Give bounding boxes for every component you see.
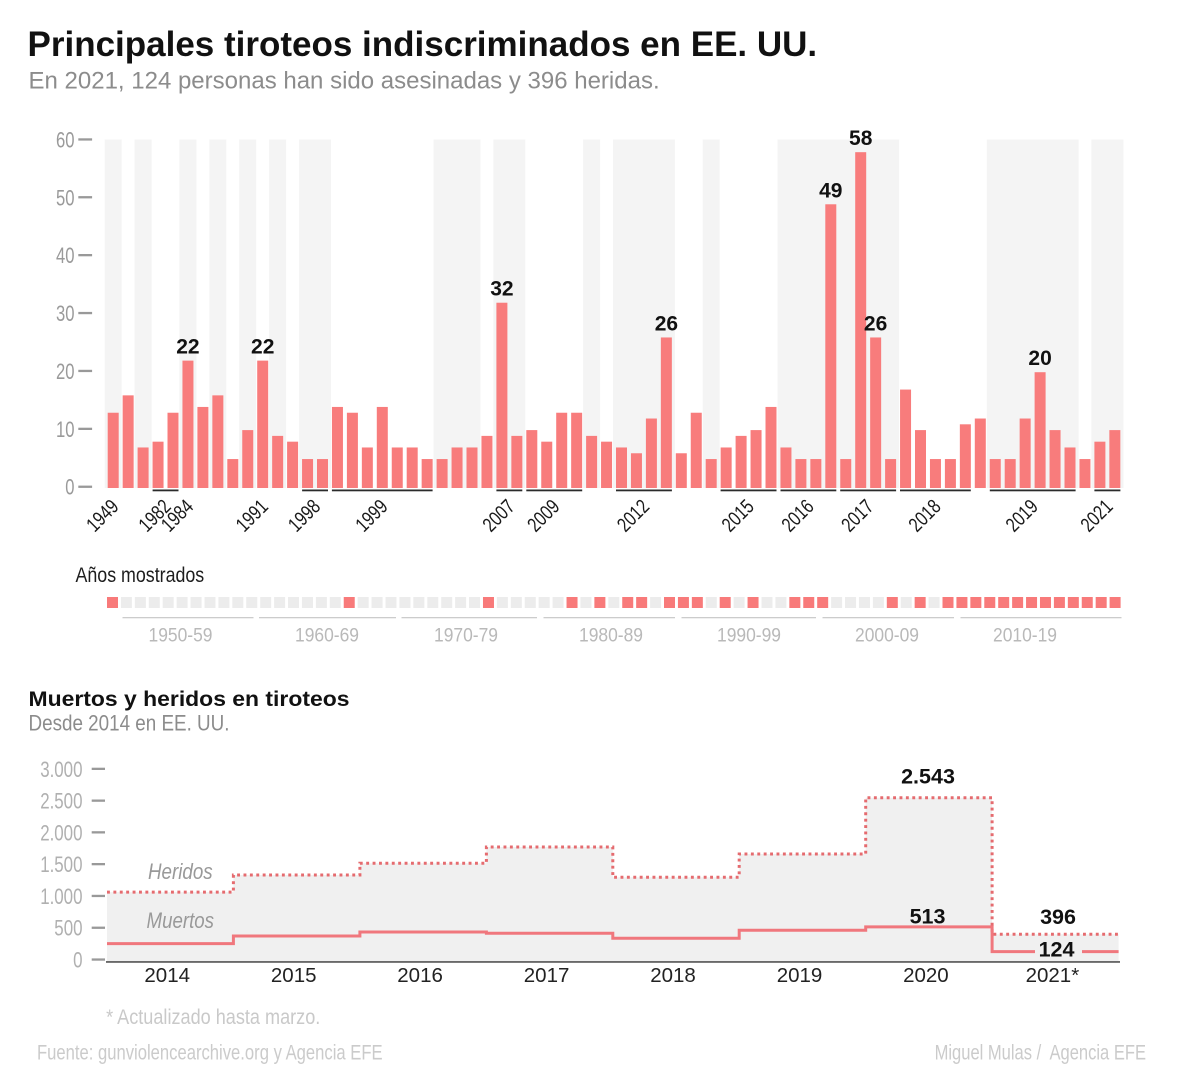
svg-text:2000-09: 2000-09 [855,626,919,647]
svg-text:2.543: 2.543 [901,765,955,789]
svg-text:Principales tiroteos indiscrim: Principales tiroteos indiscriminados en … [28,25,818,64]
svg-text:26: 26 [655,313,678,336]
svg-text:2014: 2014 [144,964,190,987]
svg-text:40: 40 [56,243,75,268]
svg-text:Heridos: Heridos [148,859,213,884]
svg-text:Muertos y heridos en tiroteos: Muertos y heridos en tiroteos [29,687,350,711]
svg-text:2.000: 2.000 [40,820,82,845]
svg-text:2018: 2018 [650,964,696,987]
svg-text:1970-79: 1970-79 [434,626,498,647]
svg-text:2.500: 2.500 [40,789,82,814]
svg-text:Desde 2014 en EE. UU.: Desde 2014 en EE. UU. [29,711,230,736]
svg-text:2019: 2019 [777,964,823,987]
svg-text:2020: 2020 [903,964,949,987]
svg-text:Miguel Mulas / Agencia EFE: Miguel Mulas / Agencia EFE [935,1042,1146,1065]
svg-text:* Actualizado hasta marzo.: * Actualizado hasta marzo. [106,1006,320,1029]
svg-text:1960-69: 1960-69 [295,626,359,647]
svg-text:32: 32 [490,278,513,301]
svg-text:22: 22 [251,336,274,359]
svg-text:60: 60 [56,127,75,152]
svg-text:49: 49 [819,179,842,202]
svg-text:30: 30 [56,301,75,326]
svg-text:Años mostrados: Años mostrados [76,562,205,587]
svg-text:2021*: 2021* [1026,964,1080,987]
svg-text:Fuente: gunviolencearchive.org: Fuente: gunviolencearchive.org y Agencia… [37,1042,383,1065]
svg-text:1.500: 1.500 [40,852,82,877]
svg-text:Muertos: Muertos [147,908,215,933]
svg-text:10: 10 [56,417,75,442]
svg-text:2017: 2017 [524,964,570,987]
svg-text:1990-99: 1990-99 [717,626,781,647]
svg-text:2015: 2015 [271,964,317,987]
svg-text:396: 396 [1040,905,1076,929]
svg-text:2016: 2016 [397,964,443,987]
svg-text:3.000: 3.000 [40,757,82,782]
svg-text:2010-19: 2010-19 [993,626,1057,647]
svg-text:1980-89: 1980-89 [579,626,643,647]
svg-text:513: 513 [910,905,946,929]
svg-text:20: 20 [56,359,75,384]
svg-text:50: 50 [56,185,75,210]
svg-text:58: 58 [849,127,873,150]
svg-text:1950-59: 1950-59 [149,626,213,647]
svg-text:22: 22 [176,336,199,359]
svg-text:1.000: 1.000 [40,884,82,909]
svg-text:En 2021, 124 personas han sido: En 2021, 124 personas han sido asesinada… [29,68,660,95]
svg-text:20: 20 [1028,347,1051,370]
svg-text:0: 0 [73,948,82,973]
svg-text:0: 0 [65,475,74,500]
svg-text:124: 124 [1039,938,1075,962]
svg-text:500: 500 [54,916,82,941]
svg-text:26: 26 [864,313,887,336]
